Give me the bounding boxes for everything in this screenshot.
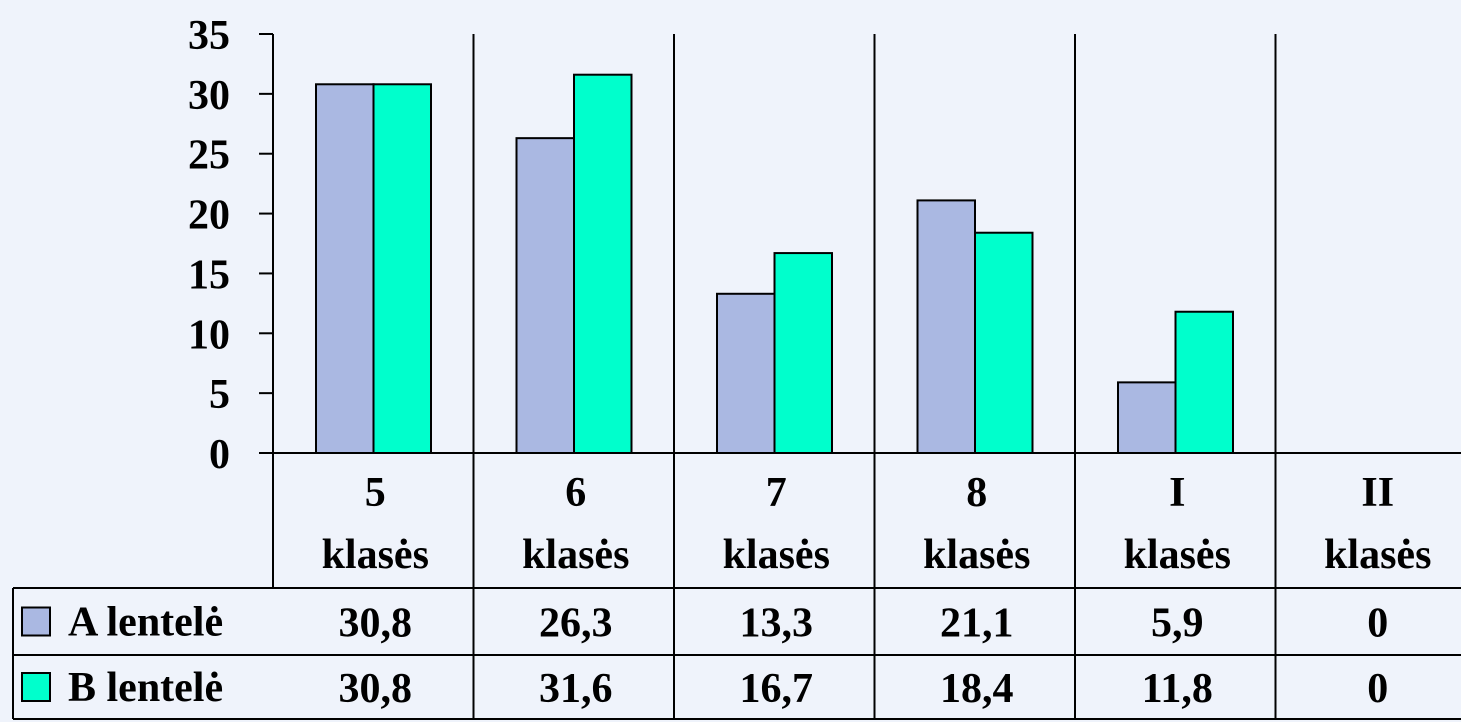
data-table-value-b-lentelė-5: 0 bbox=[1367, 666, 1388, 712]
x-tick-label-5-line1: II bbox=[1361, 470, 1394, 516]
data-table-value-a-lentelė-5: 0 bbox=[1367, 601, 1388, 647]
bar-b-lentelė-4 bbox=[1174, 310, 1234, 455]
bar-a-lentelė-2 bbox=[716, 292, 776, 454]
data-table-value-a-lentelė-4: 5,9 bbox=[1151, 601, 1204, 647]
x-tick-label-1-line2: klasės bbox=[522, 532, 629, 578]
bar-a-lentelė-4 bbox=[1117, 381, 1177, 454]
x-tick-label-4-line2: klasės bbox=[1124, 532, 1231, 578]
bar-b-lentelė-1 bbox=[573, 73, 633, 455]
data-table-value-b-lentelė-3: 18,4 bbox=[940, 666, 1014, 712]
y-tick-label-5: 5 bbox=[209, 372, 230, 418]
y-tick-label-30: 30 bbox=[188, 73, 230, 119]
x-tick-label-1-line1: 6 bbox=[565, 470, 586, 516]
bar-b-lentelė-3 bbox=[974, 231, 1034, 454]
data-table-value-b-lentelė-0: 30,8 bbox=[339, 666, 413, 712]
data-table-value-a-lentelė-3: 21,1 bbox=[940, 601, 1014, 647]
x-tick-label-2-line1: 7 bbox=[766, 470, 787, 516]
data-table-value-b-lentelė-4: 11,8 bbox=[1142, 666, 1213, 712]
y-tick-label-10: 10 bbox=[188, 312, 230, 358]
y-tick-label-35: 35 bbox=[188, 13, 230, 59]
x-tick-label-0-line2: klasės bbox=[322, 532, 429, 578]
bar-a-lentelė-0 bbox=[315, 83, 375, 454]
y-tick-label-15: 15 bbox=[188, 252, 230, 298]
x-tick-label-0-line1: 5 bbox=[365, 470, 386, 516]
y-tick-label-0: 0 bbox=[209, 432, 230, 478]
legend-swatch-a-lentelė bbox=[21, 606, 51, 637]
y-tick-label-25: 25 bbox=[188, 133, 230, 179]
data-table-value-a-lentelė-0: 30,8 bbox=[339, 601, 413, 647]
legend-swatch-b-lentelė bbox=[21, 672, 51, 702]
x-tick-label-2-line2: klasės bbox=[723, 532, 830, 578]
legend-label-b-lentelė: B lentelė bbox=[68, 665, 223, 711]
data-table-value-b-lentelė-2: 16,7 bbox=[740, 666, 814, 712]
bar-b-lentelė-0 bbox=[372, 83, 432, 454]
x-tick-label-5-line2: klasės bbox=[1324, 532, 1431, 578]
x-tick-label-3-line1: 8 bbox=[966, 470, 987, 516]
bar-a-lentelė-3 bbox=[916, 199, 976, 454]
data-table-value-a-lentelė-2: 13,3 bbox=[740, 601, 814, 647]
legend-label-a-lentelė: A lentelė bbox=[68, 600, 223, 646]
x-tick-label-3-line2: klasės bbox=[923, 532, 1030, 578]
bar-a-lentelė-1 bbox=[515, 137, 575, 454]
bar-b-lentelė-2 bbox=[773, 252, 833, 454]
data-table-value-b-lentelė-1: 31,6 bbox=[539, 666, 613, 712]
y-tick-label-20: 20 bbox=[188, 193, 230, 239]
x-tick-label-4-line1: I bbox=[1169, 470, 1185, 516]
data-table-value-a-lentelė-1: 26,3 bbox=[539, 601, 613, 647]
